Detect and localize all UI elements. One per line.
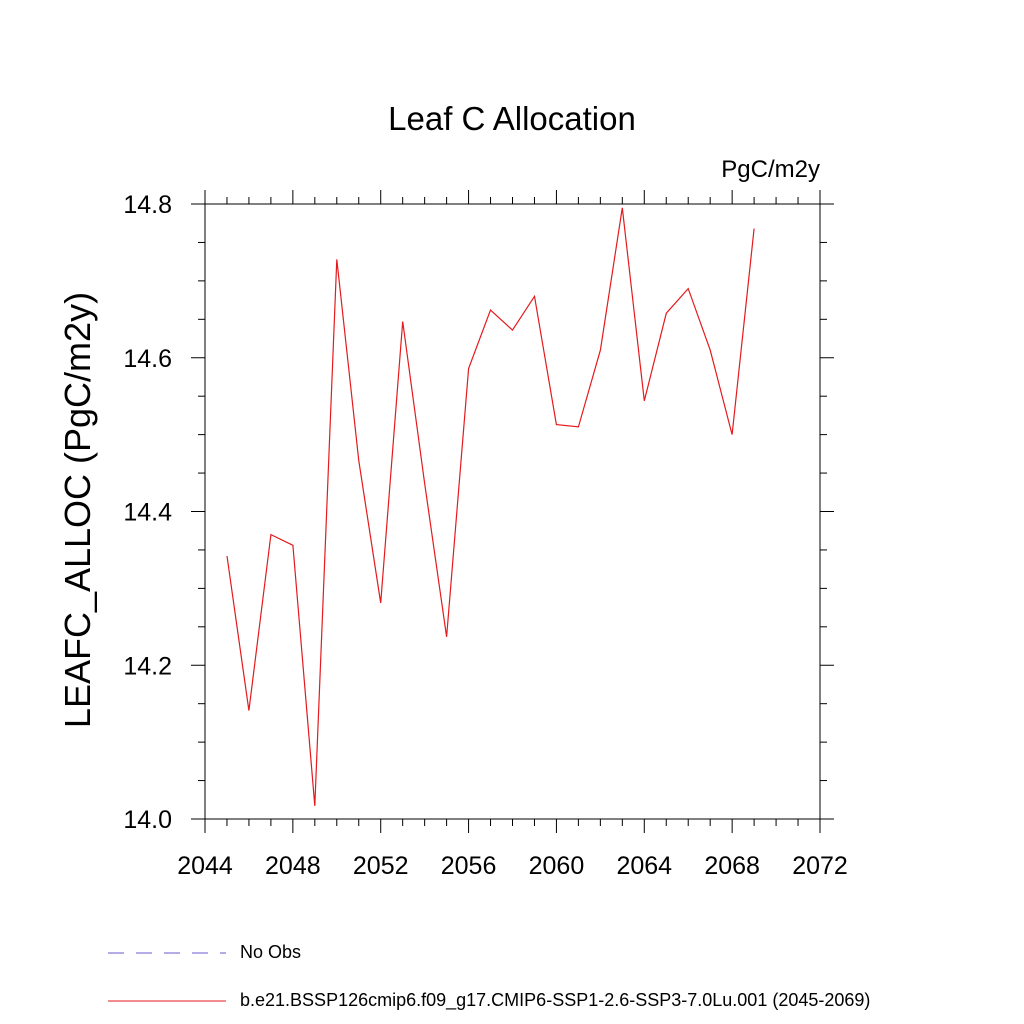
x-tick-label: 2052 — [353, 852, 409, 880]
x-tick-label: 2060 — [529, 852, 585, 880]
y-tick-label: 14.8 — [123, 191, 172, 219]
legend-label-no-obs: No Obs — [240, 942, 302, 962]
series-line — [226, 207, 755, 806]
units-label: PgC/m2y — [721, 156, 820, 183]
x-tick-label: 2044 — [177, 852, 233, 880]
x-tick-label: 2072 — [792, 852, 848, 880]
y-tick-label: 14.6 — [123, 345, 172, 373]
x-tick-label: 2048 — [265, 852, 321, 880]
plot-frame — [204, 203, 821, 820]
y-tick-label: 14.2 — [123, 652, 172, 680]
y-tick-label: 14.4 — [123, 499, 172, 527]
legend-label-series: b.e21.BSSP126cmip6.f09_g17.CMIP6-SSP1-2.… — [240, 990, 871, 1010]
x-tick-label: 2068 — [704, 852, 760, 880]
x-tick-label: 2064 — [616, 852, 672, 880]
y-tick-label: 14.0 — [123, 806, 172, 834]
x-tick-label: 2056 — [441, 852, 497, 880]
chart-title: Leaf C Allocation — [388, 100, 636, 137]
